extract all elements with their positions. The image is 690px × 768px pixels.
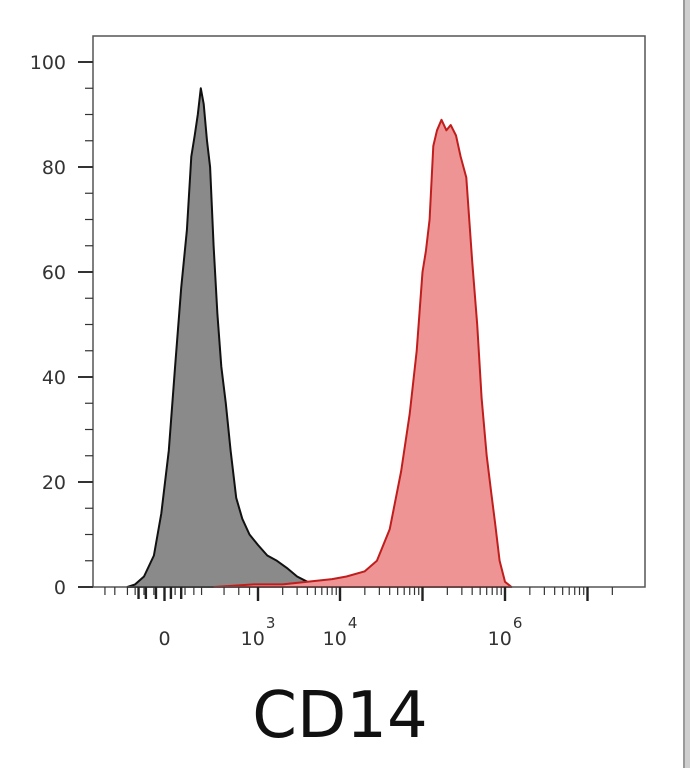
plot-frame [92, 35, 646, 588]
series-layer [93, 87, 645, 588]
window-edge-line [683, 0, 685, 768]
x-tick-label: 104 [323, 614, 358, 650]
x-tick-exponent: 3 [266, 614, 276, 632]
window-edge [683, 0, 690, 768]
histogram-series-2 [213, 118, 513, 588]
y-tick-label: 0 [54, 577, 66, 599]
x-axis-title: CD14 [252, 679, 427, 753]
x-tick-label: 106 [488, 614, 523, 650]
x-tick-base: 0 [158, 628, 170, 650]
x-tick-base: 10 [323, 628, 347, 650]
x-tick-exponent: 4 [348, 614, 358, 632]
y-tick-label: 40 [42, 367, 66, 389]
y-tick-label: 100 [30, 52, 66, 74]
x-tick-exponent: 6 [513, 614, 523, 632]
x-tick-label: 0 [158, 628, 170, 650]
y-tick-label: 60 [42, 262, 66, 284]
y-tick-label: 20 [42, 472, 66, 494]
x-tick-label: 103 [241, 614, 276, 650]
y-axis: 0 20 40 60 80 100 [30, 52, 93, 599]
x-tick-base: 10 [488, 628, 512, 650]
histogram-series-1 [126, 87, 329, 588]
y-tick-label: 80 [42, 157, 66, 179]
x-tick-base: 10 [241, 628, 265, 650]
